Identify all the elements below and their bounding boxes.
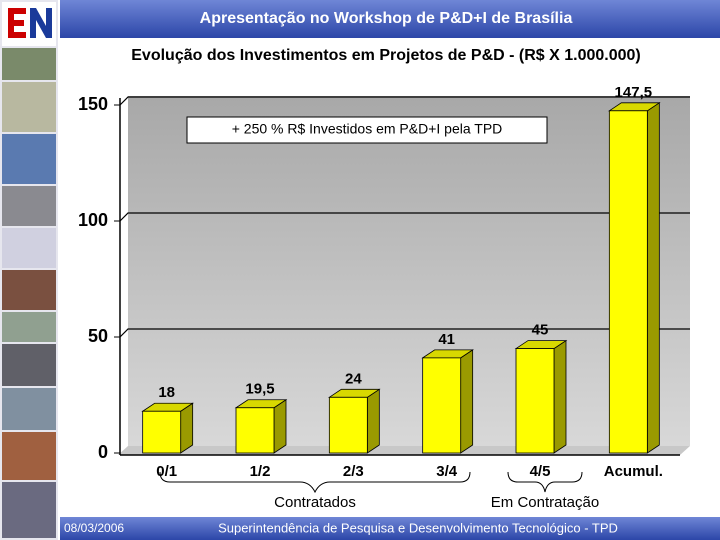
bar-side <box>180 402 194 454</box>
header-bar <box>60 0 720 38</box>
footer-bar <box>60 517 720 540</box>
bar <box>422 357 462 454</box>
y-tick-label: 100 <box>78 210 108 230</box>
header-title: Apresentação no Workshop de P&D+I de Bra… <box>200 10 573 27</box>
grid <box>119 96 690 338</box>
y-tick-label: 0 <box>98 442 108 462</box>
bar-side <box>646 102 660 454</box>
group-label: Em Contratação <box>491 494 599 511</box>
footer-text: Superintendência de Pesquisa e Desenvolv… <box>218 520 618 535</box>
plot-wall <box>128 96 690 446</box>
y-tick-label: 150 <box>78 94 108 114</box>
bar-side <box>460 349 474 454</box>
x-tick-label: Acumul. <box>604 463 663 480</box>
annotation-box <box>186 116 548 144</box>
x-tick-label: 4/5 <box>530 463 551 480</box>
y-tick-label: 50 <box>88 326 108 346</box>
bar <box>235 407 275 454</box>
value-label: 45 <box>532 322 549 339</box>
footer-date: 08/03/2006 <box>64 521 124 535</box>
bar <box>142 410 182 454</box>
x-tick-label: 0/1 <box>156 463 177 480</box>
grid-line <box>119 212 690 222</box>
value-label: 18 <box>158 384 175 401</box>
grid-line <box>119 96 690 106</box>
grid-line <box>119 328 690 338</box>
value-label: 24 <box>345 370 362 387</box>
annotation: + 250 % R$ Investidos em P&D+I pela TPD <box>232 121 503 137</box>
brace <box>507 471 583 493</box>
group-label: Contratados <box>274 494 356 511</box>
bar <box>328 396 368 454</box>
brace <box>159 471 471 494</box>
bar <box>608 110 648 454</box>
value-label: 147,5 <box>615 84 653 101</box>
bar-side <box>273 399 287 454</box>
bar-side <box>553 339 567 454</box>
bar <box>515 348 555 454</box>
plot-floor <box>118 446 690 455</box>
bar-side <box>366 388 380 454</box>
x-tick-label: 1/2 <box>250 463 271 480</box>
chart-title: Evolução dos Investimentos em Projetos d… <box>131 47 641 64</box>
x-tick-label: 3/4 <box>436 463 458 480</box>
value-label: 41 <box>438 331 455 348</box>
bars <box>141 102 661 454</box>
x-tick-label: 2/3 <box>343 463 364 480</box>
sidebar <box>0 0 58 540</box>
value-label: 19,5 <box>245 381 274 398</box>
